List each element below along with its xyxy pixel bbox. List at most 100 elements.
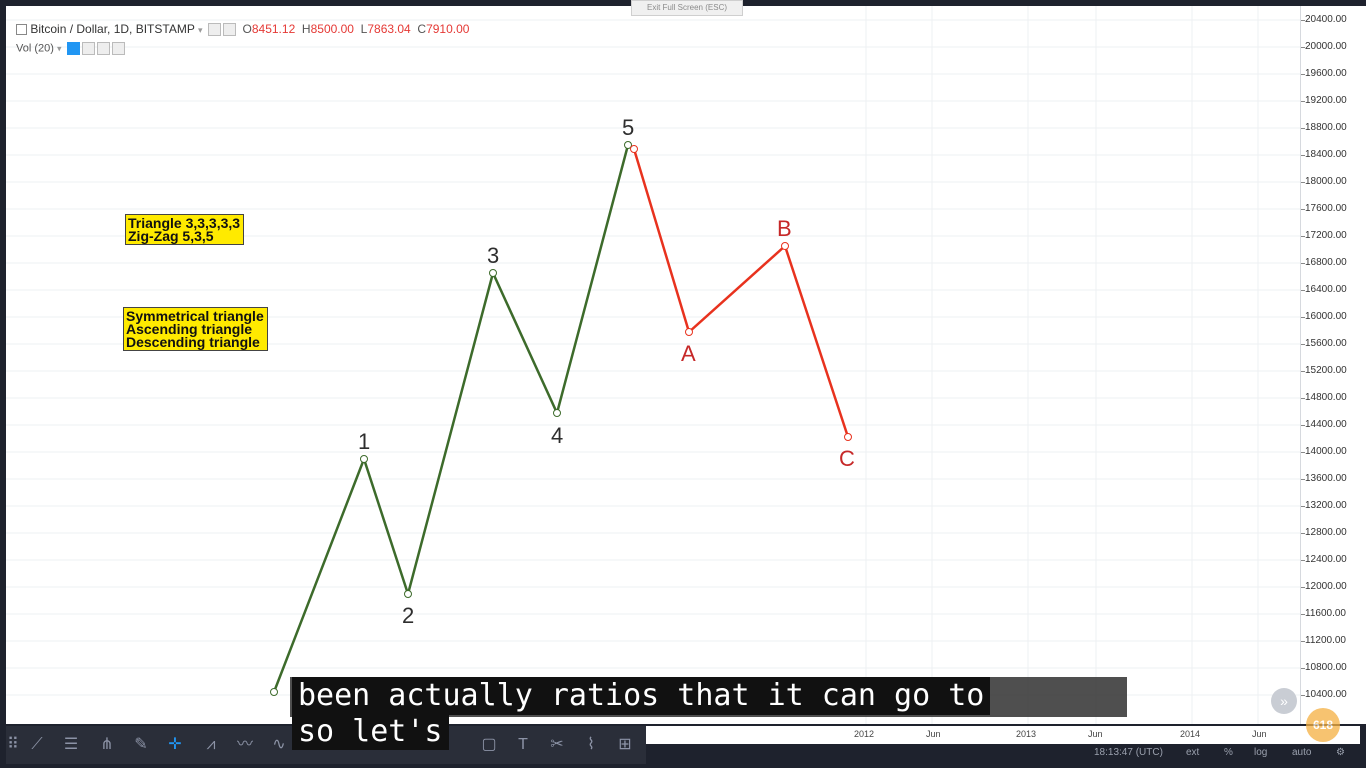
abc-wave-icon[interactable]: ∿ — [272, 736, 286, 753]
auto-toggle[interactable]: auto — [1292, 747, 1312, 758]
price-tick — [1301, 587, 1305, 588]
corrective-wave-line — [632, 148, 850, 438]
price-label: 11600.00 — [1305, 608, 1346, 619]
price-label: 20400.00 — [1305, 14, 1347, 25]
rectangle-icon[interactable]: ▢ — [481, 736, 497, 753]
wave-point-c — [844, 433, 852, 441]
price-tick — [1301, 425, 1305, 426]
chart-canvas[interactable]: Bitcoin / Dollar, 1D, BITSTAMP ▾ O8451.1… — [6, 6, 1300, 724]
scroll-to-realtime-button[interactable]: » — [1271, 688, 1297, 714]
wave-point-3 — [489, 269, 497, 277]
symbol-title[interactable]: Bitcoin / Dollar, 1D, BITSTAMP — [30, 22, 195, 36]
status-bar: 18:13:47 (UTC) ext % log auto ⚙ — [646, 744, 1360, 762]
wave-point-4 — [553, 409, 561, 417]
note-line: Zig-Zag 5,3,5 — [128, 228, 214, 244]
price-tick — [1301, 371, 1305, 372]
hide-icon[interactable] — [222, 23, 236, 37]
note-line: Triangle 3,3,3,3,3 — [128, 215, 241, 231]
add-icon[interactable] — [96, 42, 110, 55]
price-tick — [1301, 614, 1305, 615]
price-tick — [1301, 20, 1305, 21]
time-label: 2013 — [1016, 729, 1037, 739]
collapse-icon[interactable] — [16, 24, 27, 36]
price-tick — [1301, 101, 1305, 102]
ext-toggle[interactable]: ext — [1186, 747, 1200, 758]
volume-label[interactable]: Vol (20) — [16, 42, 54, 55]
price-label: 11200.00 — [1305, 635, 1346, 646]
trend-line-icon[interactable]: ⟋ — [31, 736, 43, 753]
close-icon[interactable] — [111, 42, 125, 55]
price-tick — [1301, 452, 1305, 453]
crosshair-icon[interactable]: ✛ — [168, 736, 182, 753]
price-tick — [1301, 128, 1305, 129]
price-tick — [1301, 506, 1305, 507]
dropdown-arrow-icon[interactable]: ▾ — [56, 43, 62, 54]
price-axis[interactable]: 20400.00 20000.00 19600.00 19200.00 18800.00… — [1300, 6, 1361, 724]
zoom-icon[interactable]: ⌇ — [587, 736, 595, 753]
wave-label-3: 3 — [487, 243, 500, 268]
wave-point-start — [270, 688, 278, 696]
wave-label-2: 2 — [402, 603, 415, 628]
price-label: 20000.00 — [1305, 41, 1347, 52]
magnet-icon[interactable]: ⊞ — [618, 736, 632, 753]
price-label: 17600.00 — [1305, 203, 1347, 214]
time-axis[interactable]: 2012 Jun 2013 Jun 2014 Jun — [646, 726, 1360, 744]
price-label: 19600.00 — [1305, 68, 1347, 79]
wave-point-a — [685, 328, 693, 336]
exit-fullscreen-button[interactable]: Exit Full Screen (ESC) — [631, 0, 743, 16]
time-label: 2012 — [854, 729, 875, 739]
price-label: 12000.00 — [1305, 581, 1347, 592]
gear-icon[interactable]: ⚙ — [1336, 747, 1345, 758]
price-tick — [1301, 155, 1305, 156]
eye-icon[interactable] — [66, 42, 80, 55]
wave-point-b — [781, 242, 789, 250]
price-tick — [1301, 668, 1305, 669]
settings-icon[interactable] — [81, 42, 95, 55]
price-tick — [1301, 182, 1305, 183]
price-label: 13200.00 — [1305, 500, 1347, 511]
price-label: 17200.00 — [1305, 230, 1347, 241]
wave-label-c: C — [839, 446, 855, 471]
price-label: 15600.00 — [1305, 338, 1347, 349]
price-tick — [1301, 209, 1305, 210]
price-tick — [1301, 398, 1305, 399]
percent-toggle[interactable]: % — [1224, 747, 1233, 758]
time-label: 2014 — [1180, 729, 1201, 739]
price-tick — [1301, 290, 1305, 291]
text-icon[interactable]: T — [518, 736, 528, 753]
elliott-wave-icon[interactable]: 〰 — [236, 736, 253, 753]
measure-icon[interactable]: ✂ — [550, 736, 564, 753]
low-value: 7863.04 — [367, 22, 411, 36]
price-tick — [1301, 641, 1305, 642]
subtitle-line-2: so let's — [292, 714, 449, 750]
dropdown-arrow-icon[interactable]: ▾ — [197, 25, 203, 35]
note-box-triangle-zigzag[interactable]: Triangle 3,3,3,3,3 Zig-Zag 5,3,5 — [125, 214, 245, 245]
volume-legend: Vol (20) ▾ — [16, 42, 125, 55]
price-tick — [1301, 317, 1305, 318]
price-label: 18400.00 — [1305, 149, 1347, 160]
open-value: 8451.12 — [251, 22, 296, 36]
price-tick — [1301, 47, 1305, 48]
price-label: 16800.00 — [1305, 257, 1347, 268]
impulse-wave-line — [272, 144, 630, 693]
brush-icon[interactable]: ✎ — [134, 736, 148, 753]
clock-readout[interactable]: 18:13:47 (UTC) — [1094, 747, 1163, 758]
log-toggle[interactable]: log — [1254, 747, 1268, 758]
high-value: 8500.00 — [310, 22, 354, 36]
time-label: Jun — [926, 729, 941, 739]
pattern-icon[interactable]: ⩘ — [206, 736, 216, 753]
toolbar-grip-icon[interactable]: ⠿ — [7, 736, 19, 753]
wave-point-1 — [360, 455, 368, 463]
price-label: 18000.00 — [1305, 176, 1347, 187]
horizontal-lines-icon[interactable]: ☰ — [63, 736, 79, 753]
price-label: 12800.00 — [1305, 527, 1347, 538]
wave-label-a: A — [681, 341, 696, 366]
price-label: 18800.00 — [1305, 122, 1347, 133]
price-tick — [1301, 695, 1305, 696]
price-label: 14400.00 — [1305, 419, 1347, 430]
pitchfork-icon[interactable]: ⋔ — [100, 736, 114, 753]
settings-icon[interactable] — [207, 23, 221, 37]
note-box-triangle-types[interactable]: Symmetrical triangle Ascending triangle … — [123, 307, 268, 351]
fib-badge: 618 — [1306, 708, 1340, 742]
price-tick — [1301, 263, 1305, 264]
